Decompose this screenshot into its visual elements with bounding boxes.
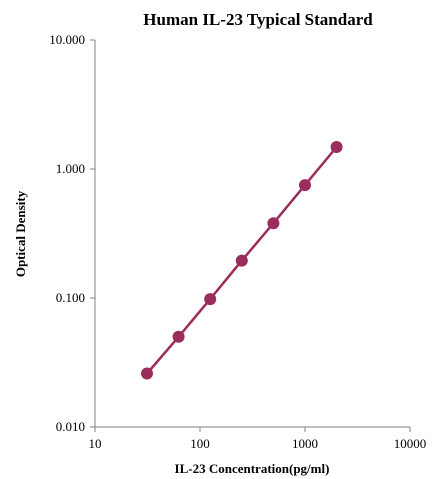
data-point <box>267 217 280 230</box>
data-point <box>141 367 153 380</box>
data-point <box>204 293 217 306</box>
data-point <box>330 141 343 153</box>
data-series <box>141 141 343 380</box>
y-tick-label: 1.000 <box>56 161 85 176</box>
y-tick-label: 0.100 <box>56 290 85 305</box>
y-tick-label: 10.000 <box>49 32 85 47</box>
chart-title: Human IL-23 Typical Standard <box>143 10 373 29</box>
x-tick-label: 1000 <box>292 436 318 451</box>
x-tick-label: 10 <box>89 436 102 451</box>
y-tick-label: 0.010 <box>56 419 85 434</box>
y-axis-label: Optical Density <box>13 190 28 277</box>
x-tick-label: 100 <box>190 436 210 451</box>
data-point <box>235 254 248 267</box>
data-point <box>299 179 311 192</box>
data-point <box>172 330 185 343</box>
x-axis-label: IL-23 Concentration(pg/ml) <box>175 461 330 476</box>
axes <box>94 40 410 428</box>
x-tick-label: 10000 <box>394 436 427 451</box>
axis-ticks: 0.010 0.100 1.000 10.000 10 100 1000 10000 <box>49 32 426 451</box>
